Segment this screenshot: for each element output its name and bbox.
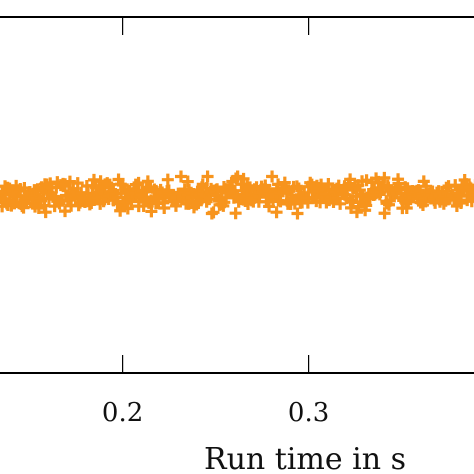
data-point (158, 201, 171, 214)
data-point (392, 177, 405, 190)
data-point (334, 197, 347, 210)
x-tick-label-0: 0.2 (102, 398, 143, 428)
plot-frame (0, 16, 474, 374)
data-point (449, 179, 462, 192)
data-point (59, 205, 72, 218)
data-point (121, 202, 134, 215)
data-point (201, 170, 214, 183)
data-point (378, 207, 391, 220)
data-point (207, 206, 220, 219)
data-point (229, 207, 242, 220)
data-point (455, 197, 468, 210)
data-point (290, 180, 303, 193)
data-point (71, 177, 84, 190)
data-point (470, 190, 474, 194)
data-point (291, 207, 304, 220)
data-point (350, 190, 363, 203)
data-point (57, 180, 70, 193)
data-point (39, 206, 52, 219)
data-point (161, 173, 174, 186)
x-ticks (122, 17, 310, 373)
data-point (468, 188, 474, 201)
data-point (174, 170, 187, 183)
data-point (322, 177, 335, 190)
data-point (469, 179, 474, 192)
marker-layer (0, 170, 474, 220)
x-tick-label-1: 0.3 (288, 398, 329, 428)
data-point (378, 171, 391, 184)
data-point (266, 170, 279, 183)
x-axis-label: Run time in s (204, 442, 406, 474)
x-tick-labels: 0.20.30.4 (102, 398, 474, 428)
data-point (344, 173, 357, 186)
data-point (237, 172, 250, 185)
data-point (270, 206, 283, 219)
